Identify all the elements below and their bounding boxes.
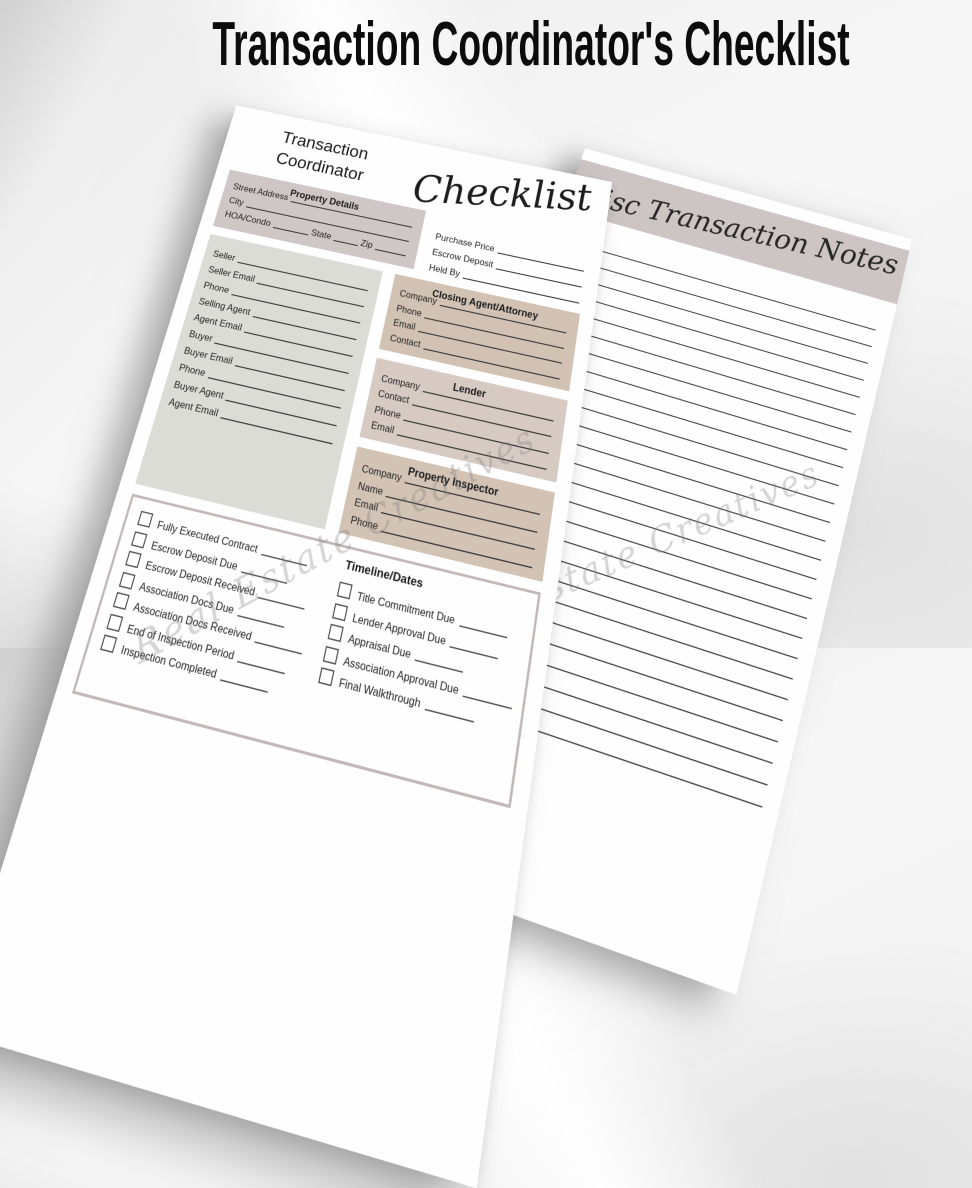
checkbox-icon <box>317 667 335 687</box>
checkbox-icon <box>131 530 148 548</box>
checkbox-icon <box>118 571 136 589</box>
page-title-text: Transaction Coordinator's Checklist <box>212 10 850 79</box>
blank-line <box>272 226 309 236</box>
timeline-left-column: Fully Executed Contract Escrow Deposit D… <box>100 506 345 706</box>
header-script-word: Checklist <box>411 167 593 220</box>
checkbox-icon <box>106 612 124 632</box>
field-label: State <box>310 226 333 242</box>
field-label: Agent Email <box>167 395 220 419</box>
field-label: Contact <box>389 331 422 350</box>
seller-buyer-box: Seller Seller Email Phone Selling Agent <box>135 233 383 529</box>
checkbox-icon <box>125 550 142 569</box>
checkbox-icon <box>327 623 344 643</box>
field-label: HOA/Condo <box>223 208 273 229</box>
field-label: Held By <box>428 261 461 279</box>
field-label: Zip <box>359 237 374 251</box>
checklist-page: Transaction Coordinator Checklist Street… <box>0 105 613 1188</box>
blank-line <box>333 239 359 247</box>
checkbox-icon <box>137 510 154 528</box>
checkbox-icon <box>100 634 118 654</box>
checkbox-icon <box>331 602 348 621</box>
date-blank-line <box>219 679 268 693</box>
blank-line <box>374 248 406 257</box>
checkbox-icon <box>112 591 130 611</box>
page-title: Transaction Coordinator's Checklist <box>0 12 972 77</box>
timeline-right-column: Timeline/Dates Title Commitment Due Lend… <box>313 556 530 757</box>
checkbox-icon <box>336 581 353 600</box>
field-label: Email <box>370 418 396 436</box>
date-blank-line <box>424 708 474 723</box>
contacts-column: Company Closing Agent/Attorney Phone Ema… <box>338 273 581 582</box>
field-label: Phone <box>349 512 380 532</box>
